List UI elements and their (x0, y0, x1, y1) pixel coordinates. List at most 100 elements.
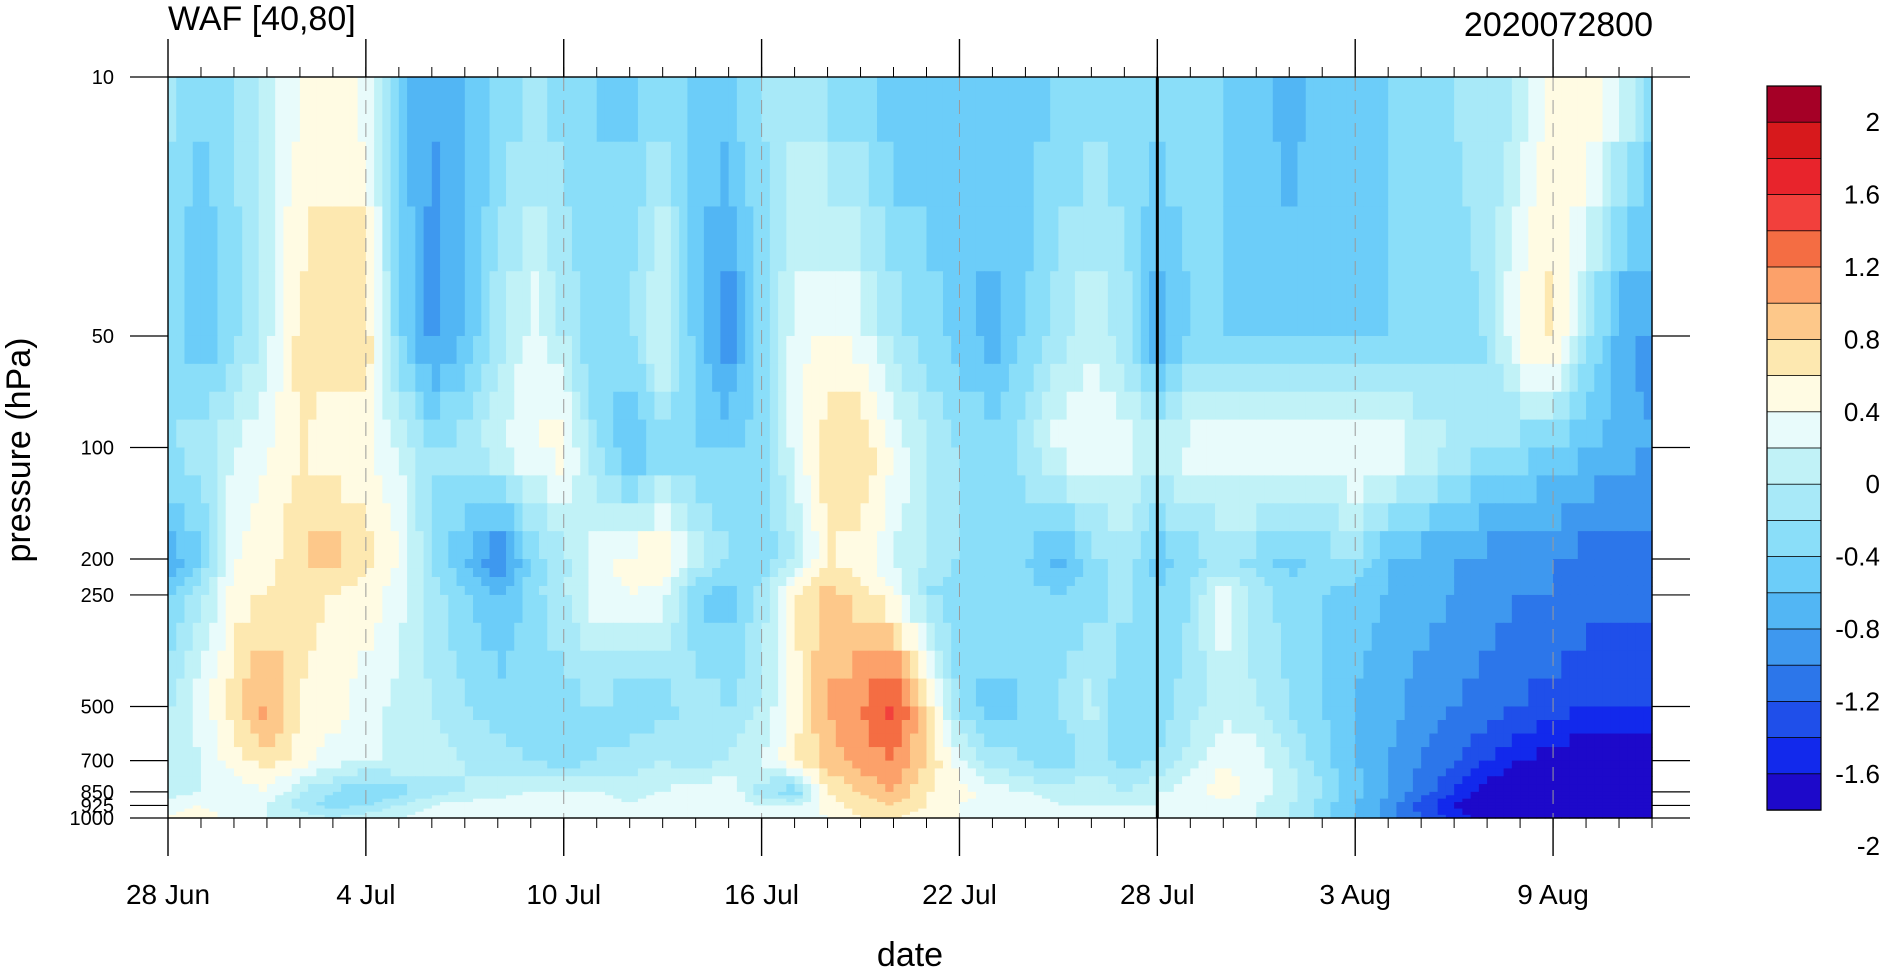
field-cell (473, 503, 482, 532)
field-cell (835, 720, 845, 735)
field-cell (440, 206, 449, 272)
field-cell (1495, 419, 1505, 449)
field-cell (695, 733, 705, 748)
field-cell (1338, 503, 1348, 532)
field-cell (802, 503, 812, 532)
field-cell (1561, 475, 1571, 504)
field-cell (547, 760, 557, 770)
field-cell (934, 447, 944, 476)
field-cell (168, 706, 177, 721)
field-cell (1470, 594, 1480, 624)
field-cell (1520, 363, 1529, 393)
field-cell (1429, 363, 1439, 393)
field-cell (1116, 531, 1125, 560)
field-cell (316, 531, 326, 560)
field-cell (580, 594, 590, 624)
field-cell (291, 594, 301, 624)
field-cell (662, 271, 672, 337)
field-cell (811, 141, 820, 208)
field-cell (1099, 419, 1109, 449)
field-cell (613, 594, 623, 624)
field-cell (1091, 419, 1101, 449)
field-cell (580, 531, 590, 560)
field-cell (1355, 747, 1365, 762)
field-cell (942, 576, 952, 587)
field-cell (1182, 733, 1191, 748)
field-cell (786, 720, 796, 735)
field-cell (1520, 503, 1529, 532)
field-cell (415, 678, 425, 708)
field-cell (1528, 768, 1538, 777)
field-cell (1536, 760, 1546, 770)
field-cell (1248, 733, 1257, 748)
field-cell (621, 650, 631, 680)
field-cell (1050, 576, 1059, 587)
field-cell (687, 141, 697, 208)
field-cell (951, 531, 961, 560)
field-cell (1338, 475, 1348, 504)
field-cell (258, 768, 268, 777)
field-cell (1553, 141, 1562, 208)
field-cell (266, 559, 276, 569)
field-cell (1140, 531, 1150, 560)
field-cell (885, 447, 895, 476)
field-cell (1231, 594, 1241, 624)
field-cell (1149, 768, 1158, 777)
field-cell (1066, 568, 1076, 578)
field-cell (1445, 419, 1455, 449)
field-cell (1627, 650, 1637, 680)
field-cell (1569, 335, 1579, 365)
field-cell (200, 391, 210, 421)
field-cell (506, 720, 515, 735)
field-cell (646, 419, 656, 449)
field-cell (1429, 650, 1439, 680)
field-cell (539, 784, 548, 793)
field-cell (1536, 206, 1546, 272)
field-cell (481, 559, 491, 569)
field-cell (827, 77, 837, 143)
field-cell (959, 706, 969, 721)
field-cell (662, 768, 672, 777)
field-cell (934, 503, 944, 532)
field-cell (308, 363, 317, 393)
field-cell (1511, 447, 1521, 476)
field-cell (291, 585, 301, 596)
field-cell (1041, 622, 1051, 652)
field-cell (580, 585, 590, 596)
field-cell (926, 206, 936, 272)
field-cell (200, 650, 210, 680)
field-cell (1173, 594, 1183, 624)
field-cell (176, 141, 186, 208)
field-cell (703, 760, 713, 770)
field-cell (1074, 335, 1084, 365)
field-cell (992, 141, 1002, 208)
field-cell (225, 768, 235, 777)
field-cell (1627, 706, 1637, 721)
field-cell (423, 335, 433, 365)
field-cell (1355, 733, 1365, 748)
field-cell (398, 447, 408, 476)
field-cell (1355, 784, 1365, 793)
field-cell (670, 784, 680, 793)
field-cell (646, 760, 656, 770)
field-cell (1050, 206, 1059, 272)
field-cell (1173, 77, 1183, 143)
field-cell (1363, 206, 1373, 272)
field-cell (975, 594, 985, 624)
field-cell (448, 559, 458, 569)
field-cell (1569, 568, 1579, 578)
field-cell (283, 768, 293, 777)
field-cell (1206, 271, 1216, 337)
field-cell (951, 559, 961, 569)
field-cell (1371, 141, 1381, 208)
field-cell (637, 594, 647, 624)
field-cell (1396, 391, 1406, 421)
field-cell (316, 622, 326, 652)
field-cell (1124, 503, 1134, 532)
field-cell (728, 585, 738, 596)
field-cell (1297, 206, 1307, 272)
field-cell (1149, 77, 1158, 143)
field-cell (1478, 747, 1488, 762)
field-cell (613, 271, 623, 337)
field-cell (415, 335, 425, 365)
